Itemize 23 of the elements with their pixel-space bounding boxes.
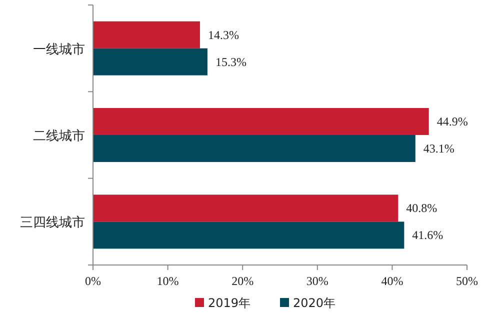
data-label: 44.9% — [436, 114, 468, 128]
bar — [93, 48, 208, 76]
bar — [93, 135, 416, 162]
bar — [93, 108, 429, 135]
bar — [93, 222, 404, 249]
data-label: 41.6% — [412, 228, 444, 242]
x-tick-label: 30% — [306, 274, 328, 288]
data-label: 15.3% — [215, 54, 246, 69]
bar — [93, 21, 200, 48]
bar — [93, 194, 398, 222]
y-tick-label: 二线城市 — [33, 129, 85, 144]
y-tick-label: 一线城市 — [33, 42, 85, 58]
x-tick-label: 0% — [85, 274, 101, 288]
x-tick-label: 50% — [456, 274, 478, 288]
y-tick-label: 三四线城市 — [20, 216, 85, 231]
data-label: 43.1% — [423, 142, 454, 156]
legend-label: 2020年 — [293, 296, 336, 310]
x-tick-label: 20% — [232, 274, 254, 288]
x-tick-label: 40% — [381, 274, 404, 288]
data-label: 14.3% — [208, 28, 239, 42]
x-tick-label: 10% — [156, 274, 179, 288]
legend-label: 2019年 — [208, 296, 251, 310]
data-label: 40.8% — [406, 201, 438, 216]
